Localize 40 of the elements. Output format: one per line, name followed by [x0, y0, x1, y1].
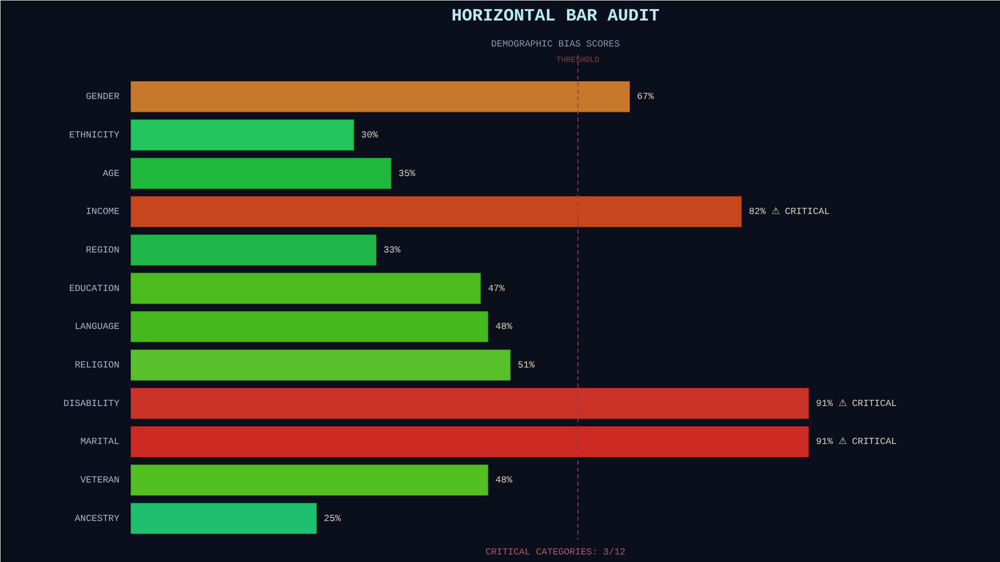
bar	[130, 234, 378, 266]
y-tick-label: ANCESTRY	[74, 512, 120, 524]
data-label: 33%	[384, 244, 401, 256]
bar	[130, 272, 482, 305]
bar	[130, 310, 489, 343]
data-label: 35%	[398, 168, 416, 179]
data-label: 30%	[361, 130, 378, 141]
data-label: 25%	[324, 512, 342, 524]
bar	[130, 118, 355, 152]
y-tick-label: ETHNICITY	[69, 130, 120, 141]
data-label: 47%	[488, 282, 506, 294]
bar	[130, 157, 392, 190]
bar	[130, 426, 810, 458]
chart-title: HORIZONTAL BAR AUDIT	[452, 8, 660, 26]
data-label: 48%	[495, 321, 513, 332]
bar	[130, 464, 489, 496]
bar	[130, 387, 810, 420]
bar	[130, 502, 318, 535]
y-tick-label: RELIGION	[74, 360, 120, 371]
data-label: 91% ⚠ CRITICAL	[816, 436, 898, 448]
bar	[130, 348, 512, 382]
data-label: 51%	[518, 360, 535, 371]
chart-subtitle: DEMOGRAPHIC BIAS SCORES	[491, 38, 620, 50]
data-label: 82% ⚠ CRITICAL	[748, 206, 830, 218]
bar	[130, 80, 631, 113]
y-tick-label: MARITAL	[80, 436, 120, 448]
bar	[130, 195, 742, 228]
y-tick-label: VETERAN	[80, 474, 120, 486]
y-tick-label: LANGUAGE	[74, 321, 120, 332]
data-label: 91% ⚠ CRITICAL	[816, 398, 898, 409]
data-label: 48%	[495, 474, 513, 486]
y-tick-label: INCOME	[86, 206, 120, 218]
data-label: 67%	[637, 91, 654, 102]
y-tick-label: GENDER	[86, 91, 120, 102]
y-tick-label: AGE	[102, 168, 120, 179]
y-tick-label: EDUCATION	[69, 282, 120, 294]
ref-line-label: THRESHOLD	[556, 56, 600, 65]
y-tick-label: DISABILITY	[64, 398, 120, 409]
y-tick-label: REGION	[86, 244, 120, 256]
text: CRITICAL CATEGORIES: 3/12	[486, 546, 626, 558]
